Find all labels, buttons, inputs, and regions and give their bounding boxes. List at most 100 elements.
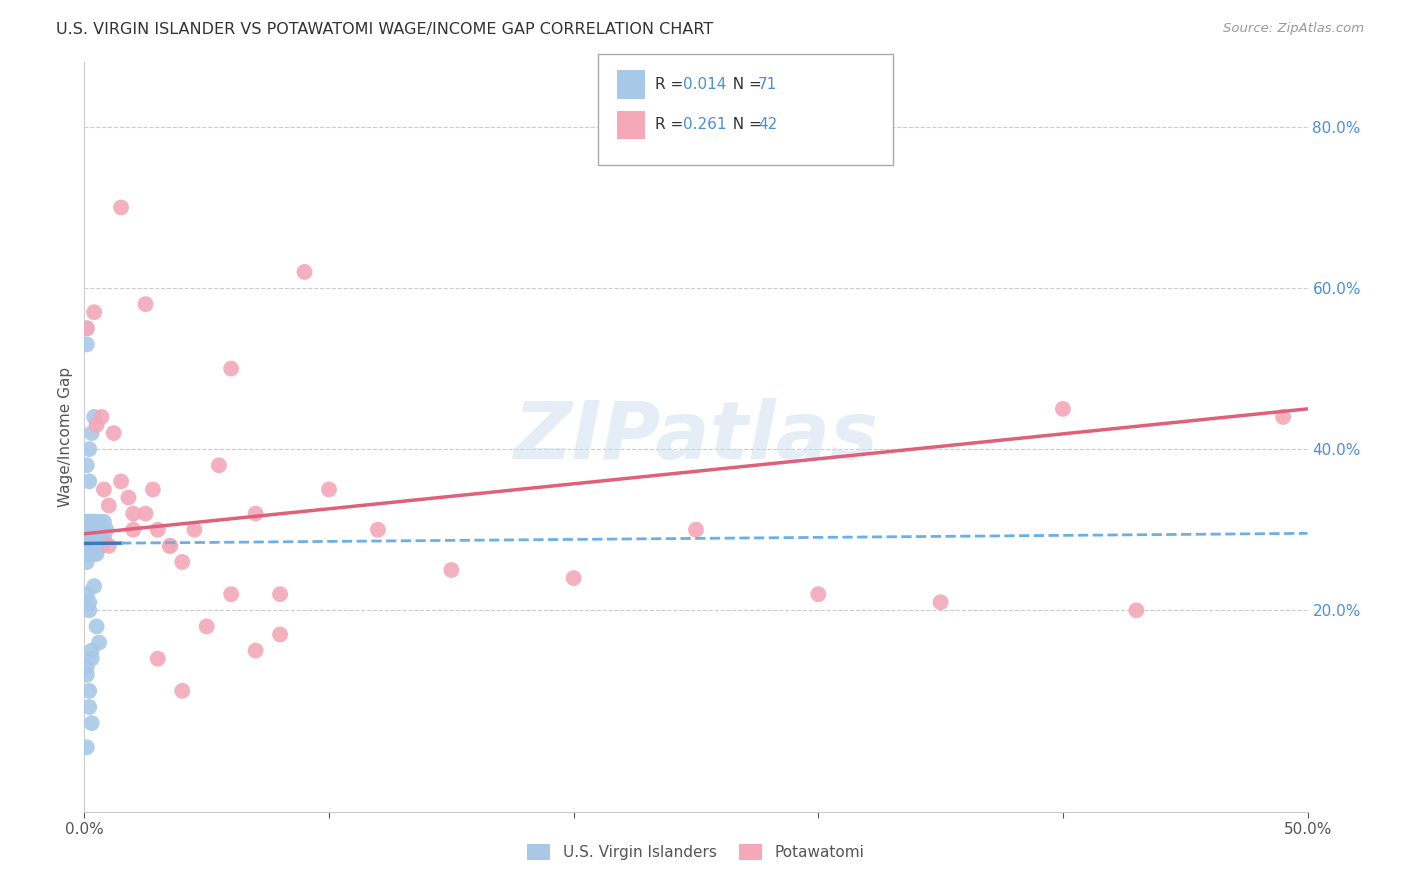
Point — [367, 523, 389, 537]
Point — [80, 523, 103, 537]
Point — [83, 579, 105, 593]
Point — [77, 539, 100, 553]
Point — [77, 700, 100, 714]
Point — [83, 547, 105, 561]
Point — [93, 515, 115, 529]
Point — [80, 531, 103, 545]
Point — [159, 539, 181, 553]
Point — [83, 539, 105, 553]
Point — [440, 563, 463, 577]
Point — [80, 515, 103, 529]
Point — [83, 409, 105, 424]
Point — [172, 555, 194, 569]
Point — [219, 361, 242, 376]
Point — [83, 531, 105, 545]
Point — [77, 684, 100, 698]
Point — [76, 547, 98, 561]
Point — [146, 651, 169, 665]
Point — [87, 635, 110, 649]
Text: R =: R = — [655, 118, 689, 132]
Point — [76, 539, 98, 553]
Point — [87, 539, 110, 553]
Point — [76, 337, 98, 351]
Point — [1272, 409, 1295, 424]
Text: N =: N = — [723, 118, 766, 132]
Point — [96, 523, 118, 537]
Point — [76, 547, 98, 561]
Point — [76, 458, 98, 473]
Point — [159, 539, 181, 553]
Point — [86, 547, 108, 561]
Point — [77, 523, 100, 537]
Point — [80, 643, 103, 657]
Point — [122, 507, 145, 521]
Point — [80, 716, 103, 731]
Point — [77, 531, 100, 545]
Point — [1052, 401, 1074, 416]
Point — [97, 539, 120, 553]
Point — [195, 619, 218, 633]
Point — [103, 425, 125, 440]
Text: Source: ZipAtlas.com: Source: ZipAtlas.com — [1223, 22, 1364, 36]
Point — [76, 321, 98, 335]
Point — [76, 531, 98, 545]
Text: 71: 71 — [758, 78, 778, 92]
Point — [562, 571, 585, 585]
Point — [76, 515, 98, 529]
Point — [110, 475, 132, 489]
Point — [77, 595, 100, 609]
Point — [76, 587, 98, 601]
Point — [76, 523, 98, 537]
Point — [83, 305, 105, 319]
Point — [86, 619, 108, 633]
Point — [294, 265, 316, 279]
Text: N =: N = — [723, 78, 766, 92]
Text: ZIPatlas: ZIPatlas — [513, 398, 879, 476]
Point — [135, 507, 157, 521]
Point — [110, 201, 132, 215]
Point — [87, 515, 110, 529]
Point — [76, 555, 98, 569]
Point — [86, 417, 108, 432]
Point — [80, 651, 103, 665]
Text: 0.014: 0.014 — [683, 78, 727, 92]
Point — [80, 425, 103, 440]
Point — [97, 499, 120, 513]
Text: 0.261: 0.261 — [683, 118, 727, 132]
Point — [117, 491, 139, 505]
Point — [77, 547, 100, 561]
Point — [208, 458, 231, 473]
Point — [77, 603, 100, 617]
Point — [245, 643, 267, 657]
Point — [76, 659, 98, 673]
Point — [76, 523, 98, 537]
Point — [1125, 603, 1147, 617]
Point — [929, 595, 952, 609]
Point — [122, 523, 145, 537]
Point — [77, 523, 100, 537]
Point — [93, 483, 115, 497]
Point — [269, 627, 291, 641]
Point — [80, 531, 103, 545]
Point — [685, 523, 707, 537]
Point — [80, 539, 103, 553]
Point — [219, 587, 242, 601]
Point — [77, 523, 100, 537]
Point — [83, 523, 105, 537]
Y-axis label: Wage/Income Gap: Wage/Income Gap — [58, 367, 73, 508]
Point — [269, 587, 291, 601]
Point — [77, 515, 100, 529]
Point — [76, 547, 98, 561]
Point — [93, 531, 115, 545]
Point — [76, 740, 98, 755]
Point — [90, 531, 112, 545]
Point — [77, 442, 100, 457]
Point — [86, 531, 108, 545]
Point — [77, 531, 100, 545]
Point — [83, 515, 105, 529]
Text: U.S. VIRGIN ISLANDER VS POTAWATOMI WAGE/INCOME GAP CORRELATION CHART: U.S. VIRGIN ISLANDER VS POTAWATOMI WAGE/… — [56, 22, 713, 37]
Point — [77, 539, 100, 553]
Point — [76, 531, 98, 545]
Point — [80, 523, 103, 537]
Point — [807, 587, 830, 601]
